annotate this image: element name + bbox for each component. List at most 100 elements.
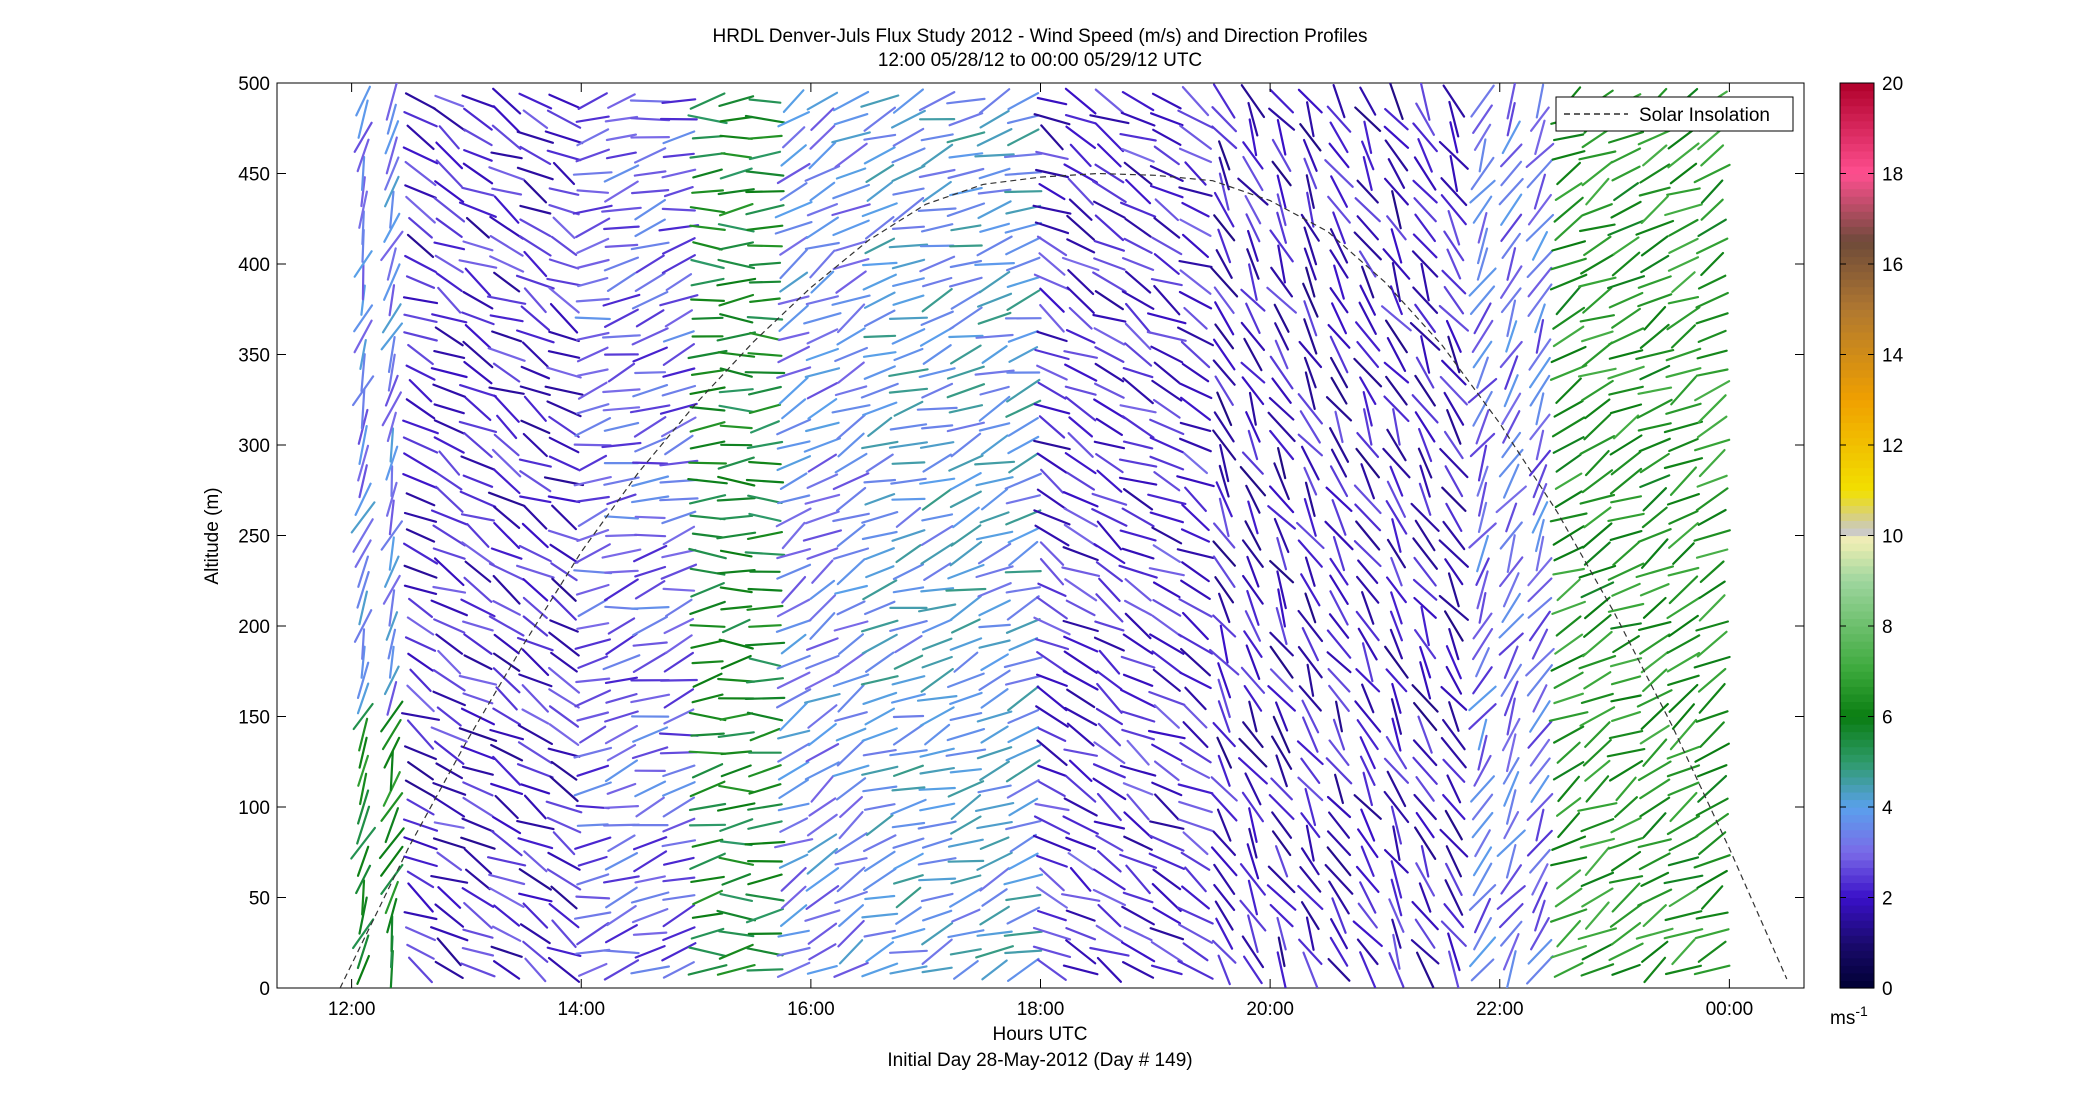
wind-vector bbox=[895, 506, 922, 528]
wind-vector bbox=[804, 165, 841, 182]
wind-vector bbox=[776, 455, 812, 472]
wind-vector bbox=[1637, 386, 1673, 395]
wind-vector bbox=[1063, 523, 1098, 548]
wind-vector bbox=[720, 605, 753, 611]
wind-vector bbox=[1149, 633, 1185, 655]
wind-vector bbox=[1273, 303, 1290, 333]
wind-vector bbox=[382, 574, 401, 605]
wind-vector bbox=[1667, 142, 1700, 169]
wind-vector bbox=[981, 959, 1008, 981]
wind-vector bbox=[1535, 808, 1545, 842]
wind-vector bbox=[1247, 500, 1259, 535]
wind-vector bbox=[1476, 356, 1489, 389]
wind-vector bbox=[690, 277, 725, 287]
wind-vector bbox=[1300, 757, 1321, 785]
wind-vector bbox=[804, 909, 841, 922]
wind-vector bbox=[492, 815, 522, 835]
wind-vector bbox=[1609, 903, 1643, 928]
wind-vector bbox=[1091, 508, 1128, 527]
wind-vector bbox=[720, 152, 753, 159]
wind-vector bbox=[835, 270, 867, 294]
wind-vector bbox=[521, 684, 550, 713]
wind-vector bbox=[689, 780, 726, 798]
colorbar-tick-label: 12 bbox=[1882, 436, 1903, 457]
wind-vector bbox=[548, 187, 580, 196]
wind-vector bbox=[1065, 939, 1097, 965]
wind-vector bbox=[358, 896, 368, 935]
wind-vector bbox=[1300, 901, 1320, 931]
wind-vector bbox=[403, 911, 438, 921]
wind-vector bbox=[1663, 928, 1704, 940]
wind-vector bbox=[1529, 700, 1551, 733]
wind-vector bbox=[1438, 594, 1470, 621]
wind-vector bbox=[575, 148, 611, 163]
wind-vector bbox=[1276, 447, 1287, 480]
wind-vector bbox=[437, 649, 462, 675]
colorbar-segment bbox=[1840, 708, 1874, 718]
wind-vector bbox=[1413, 556, 1437, 587]
wind-vector bbox=[662, 525, 696, 546]
wind-vector bbox=[719, 514, 754, 521]
colorbar-segment bbox=[1840, 678, 1874, 687]
wind-vector bbox=[1122, 633, 1154, 655]
wind-vector bbox=[1554, 182, 1583, 201]
wind-vector bbox=[1268, 397, 1295, 421]
wind-vector bbox=[1668, 510, 1699, 525]
wind-vector bbox=[1004, 472, 1042, 490]
wind-vector bbox=[1477, 734, 1488, 771]
wind-vector bbox=[661, 548, 697, 559]
wind-vector bbox=[892, 563, 925, 581]
wind-vector bbox=[360, 353, 366, 393]
wind-vector bbox=[1062, 491, 1099, 508]
wind-vector bbox=[403, 855, 438, 868]
wind-vector bbox=[718, 930, 755, 938]
wind-vector bbox=[1531, 231, 1549, 261]
wind-vector bbox=[1007, 852, 1039, 871]
wind-vector bbox=[1636, 398, 1673, 419]
wind-vector bbox=[1670, 376, 1697, 406]
wind-vector bbox=[1525, 955, 1554, 985]
wind-vector bbox=[976, 292, 1013, 308]
wind-vector bbox=[1639, 364, 1671, 381]
wind-vector bbox=[1554, 472, 1583, 490]
wind-vector bbox=[688, 823, 727, 827]
wind-vector bbox=[1502, 756, 1520, 785]
wind-vector bbox=[1119, 853, 1158, 869]
wind-vector bbox=[1549, 364, 1588, 381]
wind-vector bbox=[431, 313, 468, 324]
colorbar-segment bbox=[1840, 874, 1874, 884]
wind-vector bbox=[776, 946, 811, 957]
wind-vector bbox=[688, 547, 727, 560]
wind-vector bbox=[835, 727, 867, 742]
y-tick-label: 250 bbox=[238, 527, 270, 548]
wind-vector bbox=[1327, 811, 1351, 839]
wind-vector bbox=[1276, 951, 1287, 988]
wind-vector bbox=[1036, 96, 1068, 106]
wind-vector bbox=[430, 726, 468, 743]
wind-vector bbox=[605, 133, 638, 142]
wind-vector bbox=[1180, 851, 1211, 871]
wind-vector bbox=[1096, 670, 1123, 691]
wind-vector bbox=[1063, 797, 1098, 817]
wind-vector bbox=[383, 736, 401, 769]
wind-vector bbox=[1067, 432, 1094, 458]
wind-vector bbox=[358, 190, 368, 229]
wind-vector bbox=[977, 542, 1012, 565]
wind-vector bbox=[949, 691, 983, 706]
wind-vector bbox=[1671, 938, 1696, 966]
wind-vector bbox=[1668, 237, 1699, 254]
wind-vector bbox=[460, 745, 496, 761]
wind-vector bbox=[548, 415, 580, 438]
colorbar-segment bbox=[1840, 150, 1874, 160]
colorbar-unit-exponent: -1 bbox=[1855, 1003, 1868, 1019]
wind-vector bbox=[1360, 140, 1375, 171]
wind-vector bbox=[603, 515, 640, 520]
wind-vector bbox=[630, 965, 671, 975]
wind-vector bbox=[1217, 592, 1231, 624]
wind-vector bbox=[1356, 341, 1380, 368]
wind-vector bbox=[1266, 286, 1297, 314]
wind-vector bbox=[459, 384, 497, 398]
wind-vector bbox=[488, 873, 526, 886]
wind-vector bbox=[634, 580, 666, 600]
wind-vector bbox=[1036, 596, 1068, 620]
